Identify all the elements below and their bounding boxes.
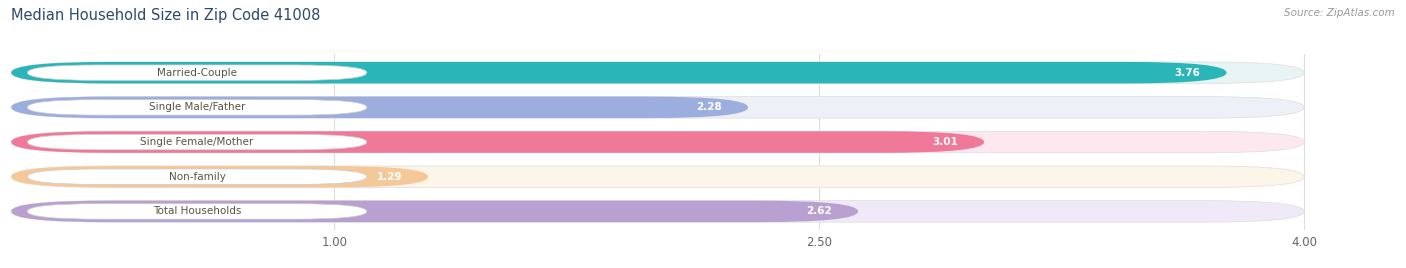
FancyBboxPatch shape [11, 62, 1226, 83]
FancyBboxPatch shape [11, 96, 748, 118]
FancyBboxPatch shape [11, 131, 984, 153]
FancyBboxPatch shape [11, 166, 1305, 188]
FancyBboxPatch shape [27, 134, 367, 150]
Text: 2.28: 2.28 [696, 102, 723, 112]
FancyBboxPatch shape [11, 96, 1305, 118]
FancyBboxPatch shape [27, 204, 367, 219]
FancyBboxPatch shape [27, 100, 367, 115]
Text: Married-Couple: Married-Couple [157, 68, 238, 78]
Text: 1.29: 1.29 [377, 172, 402, 182]
FancyBboxPatch shape [11, 166, 429, 188]
FancyBboxPatch shape [27, 169, 367, 184]
FancyBboxPatch shape [11, 201, 1305, 222]
FancyBboxPatch shape [11, 62, 1305, 83]
Text: Single Female/Mother: Single Female/Mother [141, 137, 253, 147]
Text: Median Household Size in Zip Code 41008: Median Household Size in Zip Code 41008 [11, 8, 321, 23]
Text: 3.76: 3.76 [1175, 68, 1201, 78]
FancyBboxPatch shape [11, 131, 1305, 153]
Text: Single Male/Father: Single Male/Father [149, 102, 245, 112]
Text: 3.01: 3.01 [932, 137, 959, 147]
FancyBboxPatch shape [11, 201, 858, 222]
Text: Total Households: Total Households [153, 206, 242, 216]
Text: Non-family: Non-family [169, 172, 225, 182]
Text: 2.62: 2.62 [807, 206, 832, 216]
Text: Source: ZipAtlas.com: Source: ZipAtlas.com [1284, 8, 1395, 18]
FancyBboxPatch shape [27, 65, 367, 80]
